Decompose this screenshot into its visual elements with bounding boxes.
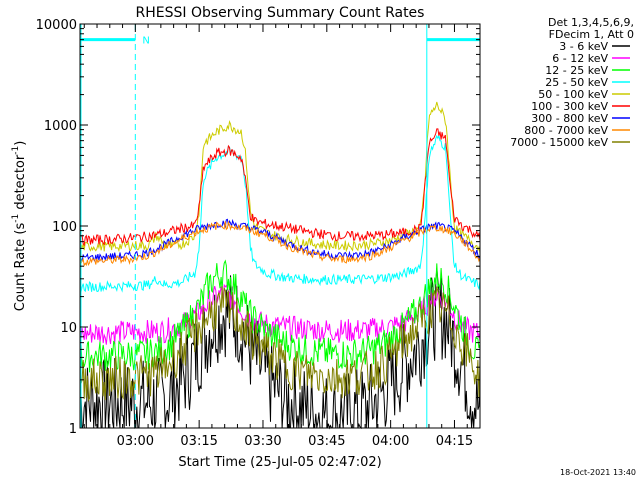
y-tick-label: 1000: [44, 119, 77, 134]
legend-entry-label: 12 - 25 keV: [545, 64, 608, 77]
y-tick-label: 100: [52, 220, 77, 235]
series-layer: [79, 101, 481, 430]
series-line-9: [79, 286, 481, 402]
x-axis-label: Start Time (25-Jul-05 02:47:02): [178, 455, 381, 470]
x-tick-label: 04:15: [436, 434, 473, 449]
flag-label: N: [142, 36, 149, 47]
y-tick-label: 10: [60, 321, 77, 336]
series-line-3: [79, 259, 481, 373]
legend-entry-label: 6 - 12 keV: [552, 52, 608, 65]
series-line-8: [79, 220, 481, 267]
axis-layer: 1 10 100 1000 10000 03:00 03:15 03:30 03:45 04:00…: [36, 18, 480, 449]
legend: Det 1,3,4,5,6,9, FDecim 1, Att 0 3 - 6 k…: [510, 16, 634, 149]
x-tick-label: 03:30: [244, 434, 281, 449]
series-line-4: [79, 133, 481, 293]
x-tick-label: 03:00: [117, 434, 154, 449]
x-tick-label: 03:15: [180, 434, 217, 449]
y-tick-label: 10000: [36, 18, 77, 33]
x-tick-label: 04:00: [372, 434, 409, 449]
legend-entry-label: 7000 - 15000 keV: [510, 136, 608, 149]
legend-header-line: Det 1,3,4,5,6,9,: [548, 16, 634, 29]
y-axis-label-exponent: -1: [11, 146, 21, 155]
legend-entry-label: 300 - 800 keV: [531, 112, 608, 125]
y-axis-label-part: Count Rate (s: [13, 223, 28, 312]
legend-entry-label: 3 - 6 keV: [559, 40, 608, 53]
footer-timestamp: 18-Oct-2021 13:40: [560, 468, 636, 477]
legend-entry-label: 100 - 300 keV: [531, 100, 608, 113]
y-axis-label-part: detector: [13, 154, 28, 214]
legend-entry-label: 25 - 50 keV: [545, 76, 608, 89]
y-axis-label-part: ): [13, 141, 28, 146]
legend-header-line: FDecim 1, Att 0: [549, 28, 634, 41]
legend-entry-label: 800 - 7000 keV: [524, 124, 608, 137]
series-line-2: [79, 283, 481, 345]
y-axis-label: Count Rate (s-1 detector-1): [11, 141, 28, 312]
series-line-5: [79, 101, 481, 254]
y-axis-label-exponent: -1: [11, 214, 21, 223]
x-tick-label: 03:45: [308, 434, 345, 449]
y-tick-label: 1: [69, 422, 77, 437]
legend-entry-label: 50 - 100 keV: [538, 88, 608, 101]
chart-title: RHESSI Observing Summary Count Rates: [136, 5, 425, 21]
